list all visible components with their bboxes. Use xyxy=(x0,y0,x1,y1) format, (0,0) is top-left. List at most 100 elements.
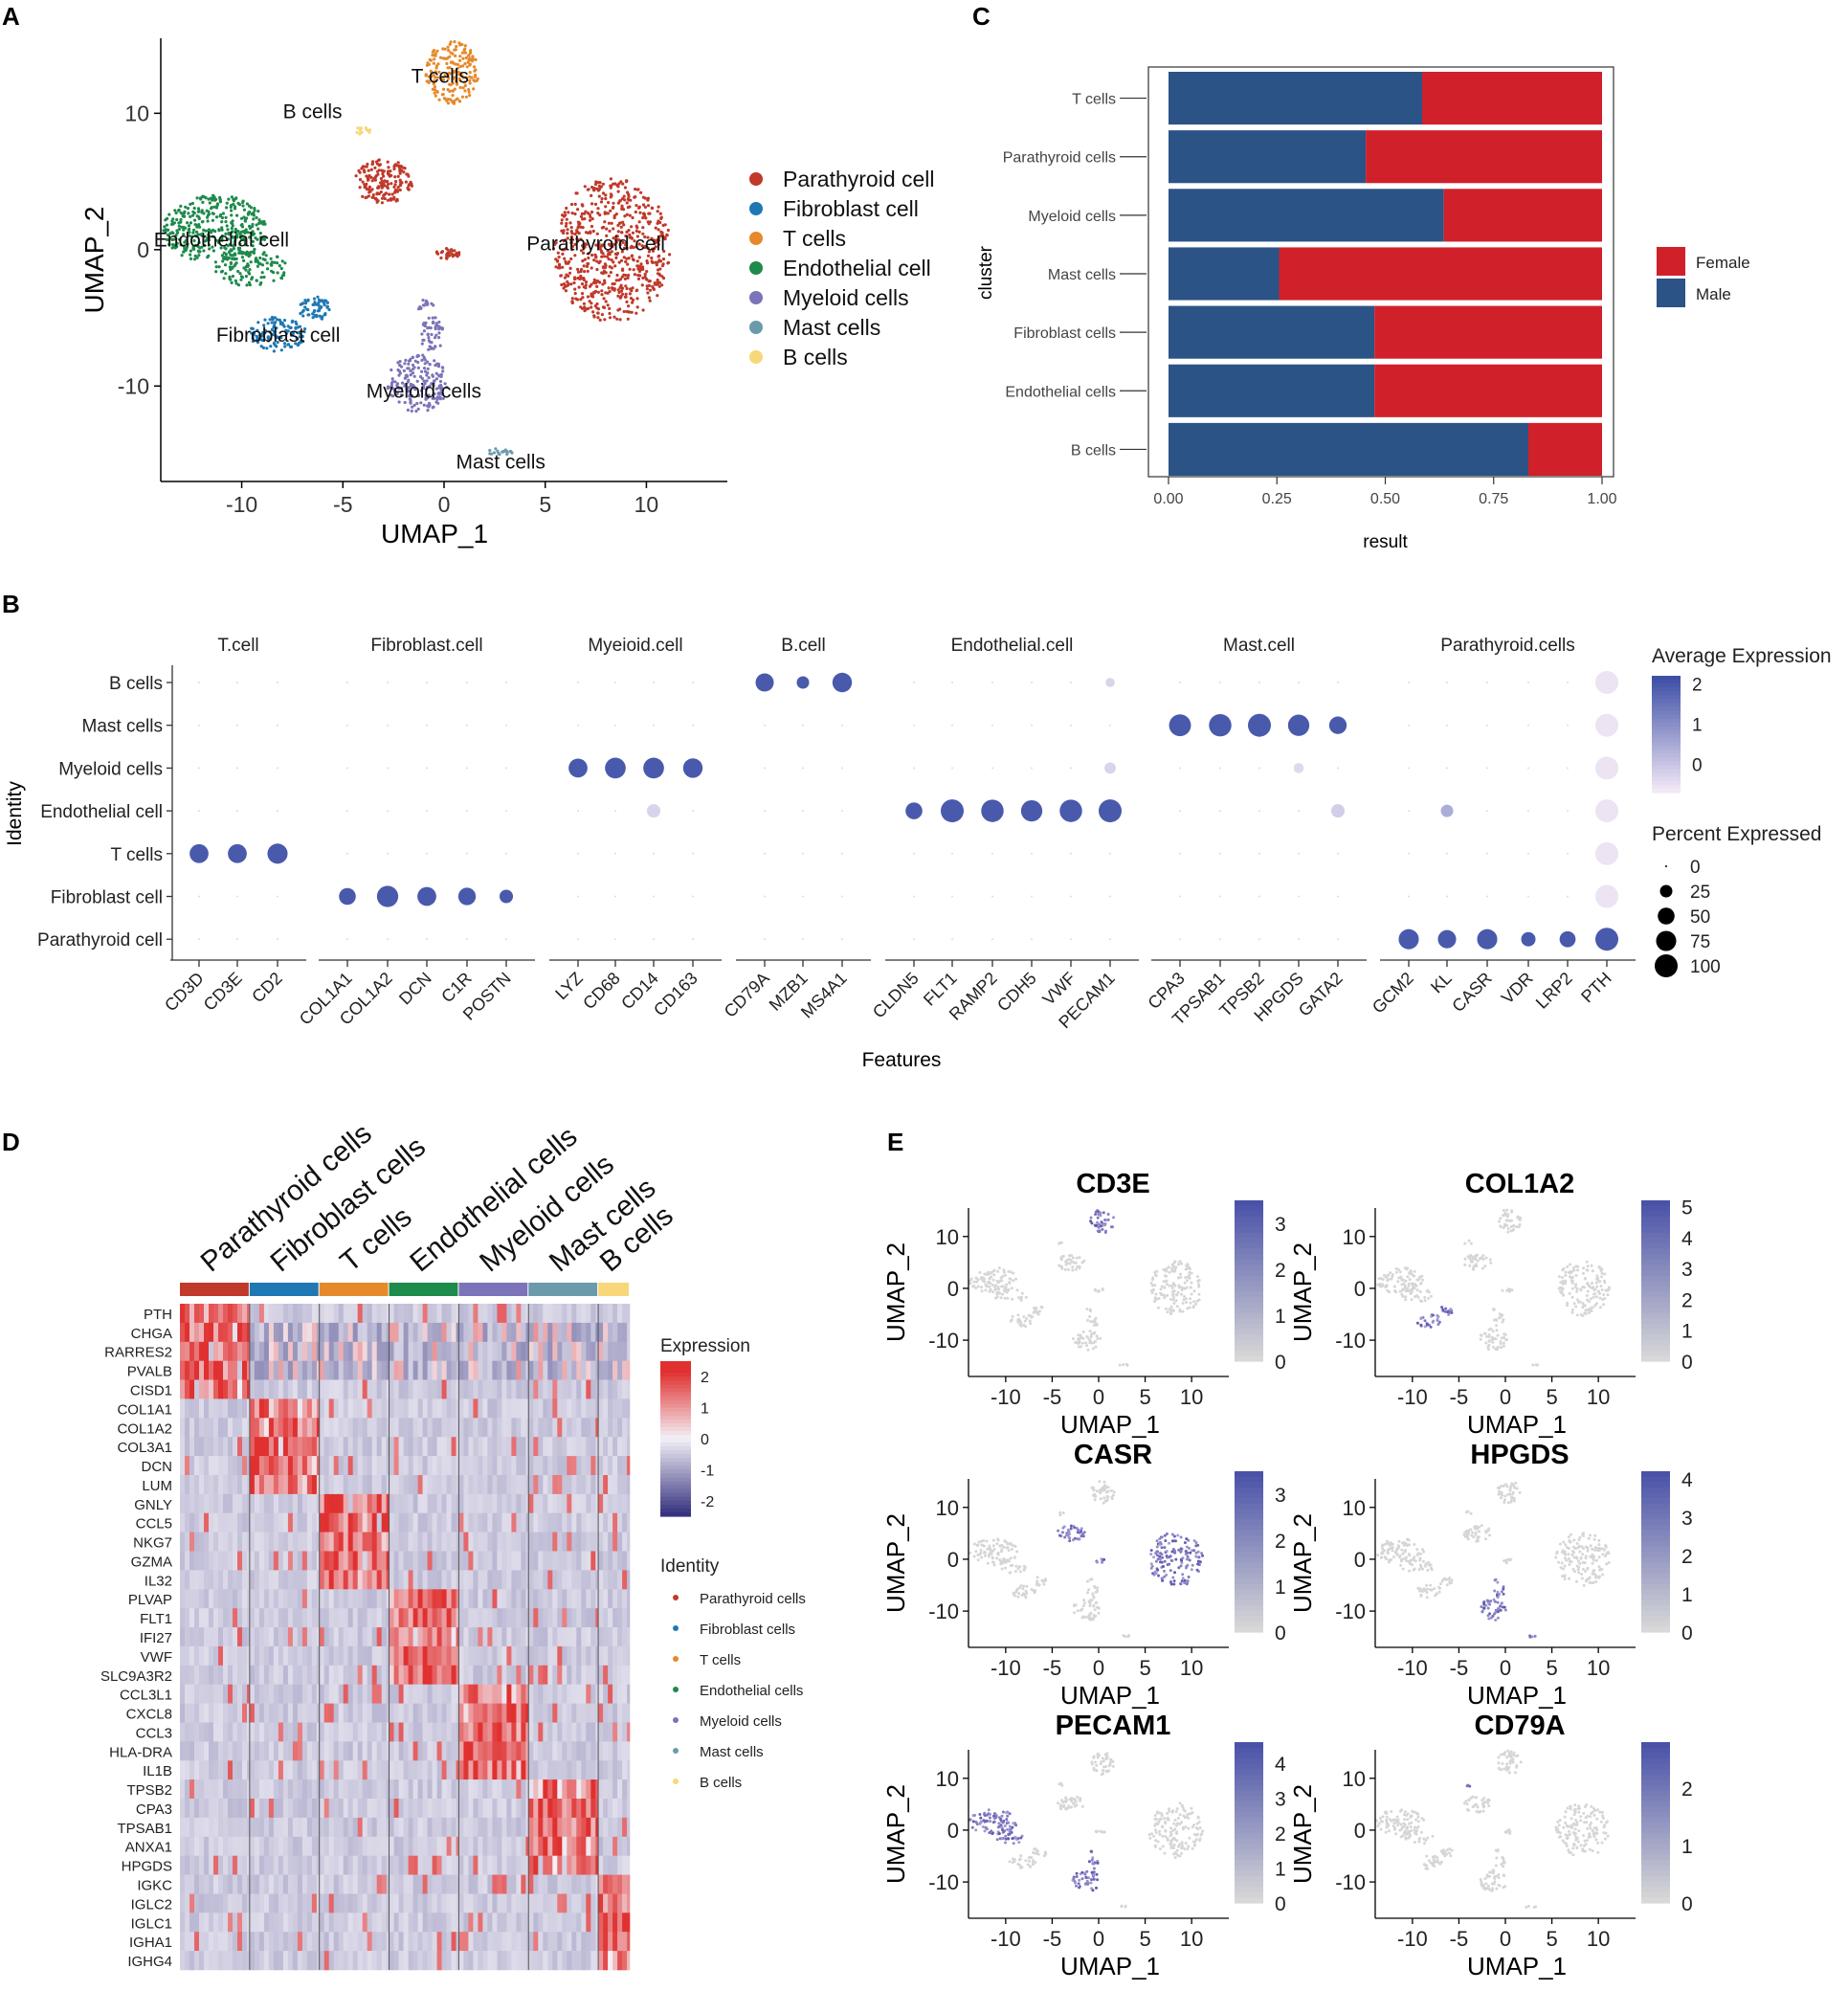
heatmap-cell xyxy=(301,1379,308,1399)
heatmap-cell xyxy=(608,1703,613,1723)
umap-point xyxy=(646,246,650,250)
umap-point xyxy=(469,51,473,55)
heatmap-cell xyxy=(223,1608,229,1628)
heatmap-cell xyxy=(422,1493,428,1514)
avg-expression-legend-bar xyxy=(1652,683,1681,688)
heatmap-cell xyxy=(311,1741,318,1761)
heatmap-cell xyxy=(323,1398,329,1419)
heatmap-cell xyxy=(552,1551,558,1571)
heatmap-cell xyxy=(576,1341,582,1361)
heatmap-cell xyxy=(282,1684,289,1704)
heatmap-cell xyxy=(282,1589,289,1609)
umap-point xyxy=(648,288,653,292)
heatmap-cell xyxy=(598,1608,604,1628)
heatmap-cell xyxy=(622,1589,628,1609)
avg-expression-legend-bar xyxy=(1652,753,1681,758)
heatmap-cell xyxy=(417,1551,423,1571)
heatmap-cell xyxy=(233,1684,238,1704)
umap-point xyxy=(463,51,467,55)
heatmap-cell xyxy=(576,1703,582,1723)
heatmap-cell xyxy=(586,1398,591,1419)
heatmap-cell xyxy=(446,1532,452,1552)
heatmap-cell xyxy=(218,1532,224,1552)
heatmap-cell xyxy=(218,1398,224,1419)
heatmap-cell xyxy=(497,1456,502,1476)
umap-point xyxy=(202,195,206,199)
umap-x-tick-label: 10 xyxy=(635,492,659,517)
heatmap-cell xyxy=(543,1645,548,1667)
heatmap-cell xyxy=(432,1570,437,1590)
heatmap-cell xyxy=(306,1322,313,1343)
umap-legend-label: Parathyroid cell xyxy=(783,167,935,191)
heatmap-cell xyxy=(306,1722,313,1742)
heatmap-cell xyxy=(228,1341,234,1361)
heatmap-cell xyxy=(301,1684,308,1704)
heatmap-cell xyxy=(598,1722,604,1742)
heatmap-cell xyxy=(343,1379,348,1399)
bar-parathyroid-cells-female xyxy=(1366,130,1602,184)
umap-legend-label: Fibroblast cell xyxy=(783,196,919,221)
heatmap-cell xyxy=(371,1493,377,1514)
heatmap-cell xyxy=(586,1665,591,1685)
heatmap-cell xyxy=(547,1551,553,1571)
heatmap-cell xyxy=(511,1341,517,1361)
heatmap-cell xyxy=(501,1741,507,1761)
heatmap-cell xyxy=(458,1760,464,1780)
heatmap-cell xyxy=(603,1418,609,1438)
heatmap-cell xyxy=(362,1304,367,1324)
heatmap-cell xyxy=(254,1760,260,1780)
heatmap-cell xyxy=(282,1741,289,1761)
umap-point xyxy=(596,316,600,320)
heatmap-cell xyxy=(521,1379,526,1399)
heatmap-cell xyxy=(617,1341,623,1361)
heatmap-cell xyxy=(603,1551,609,1571)
umap-point xyxy=(635,226,639,230)
heatmap-cell xyxy=(608,1379,613,1399)
heatmap-cell xyxy=(403,1684,409,1704)
heatmap-cell xyxy=(319,1322,324,1343)
heatmap-cell xyxy=(311,1398,318,1419)
umap-point xyxy=(581,217,585,221)
heatmap-cell xyxy=(427,1512,433,1532)
umap-point xyxy=(242,258,246,262)
heatmap-cell xyxy=(233,1665,238,1685)
heatmap-cell xyxy=(552,1532,558,1552)
umap-point xyxy=(666,261,670,265)
heatmap-cell xyxy=(228,1779,234,1800)
heatmap-cell xyxy=(323,1512,329,1532)
heatmap-cell xyxy=(598,1570,604,1590)
umap-point xyxy=(653,282,657,286)
heatmap-cell xyxy=(557,1360,563,1380)
heatmap-cell xyxy=(552,1418,558,1438)
heatmap-cell xyxy=(412,1627,418,1647)
dotplot-empty-dot xyxy=(236,810,238,813)
umap-point xyxy=(214,206,219,210)
umap-point xyxy=(573,212,577,216)
heatmap-cell xyxy=(376,1570,382,1590)
heatmap-cell xyxy=(223,1512,229,1532)
heatmap-cell xyxy=(254,1456,260,1476)
heatmap-cell xyxy=(204,1456,210,1476)
dotplot-empty-dot xyxy=(951,852,953,855)
dotplot-empty-dot xyxy=(764,724,766,727)
heatmap-cell xyxy=(204,1760,210,1780)
heatmap-cell xyxy=(278,1665,284,1685)
heatmap-cell xyxy=(571,1760,577,1780)
heatmap-cell xyxy=(319,1398,324,1419)
heatmap-cell xyxy=(297,1741,303,1761)
heatmap-cell xyxy=(282,1570,289,1590)
heatmap-cell xyxy=(451,1722,456,1742)
heatmap-cell xyxy=(557,1741,563,1761)
dotplot-empty-dot xyxy=(1179,852,1181,855)
umap-point xyxy=(596,207,600,211)
heatmap-cell xyxy=(547,1645,553,1667)
heatmap-cell xyxy=(323,1379,329,1399)
heatmap-cell xyxy=(533,1360,539,1380)
heatmap-cell xyxy=(311,1379,318,1399)
heatmap-cell xyxy=(389,1760,394,1780)
heatmap-cell xyxy=(213,1322,219,1343)
heatmap-row-hla-dra xyxy=(180,1741,631,1761)
heatmap-cell xyxy=(446,1493,452,1514)
heatmap-cell xyxy=(223,1627,229,1647)
